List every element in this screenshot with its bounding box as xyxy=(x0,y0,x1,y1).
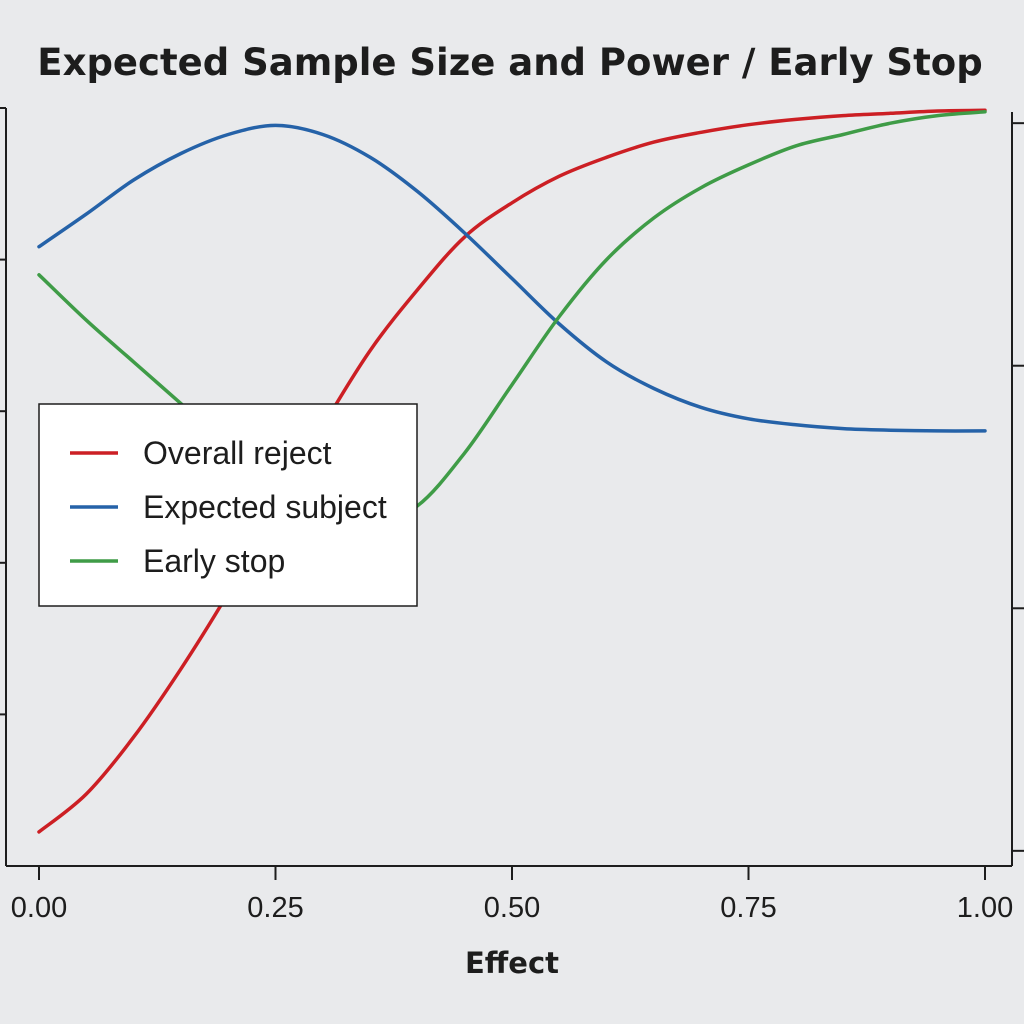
legend-box xyxy=(38,403,418,607)
x-axis-label: Effect xyxy=(465,946,559,980)
legend-label-overall-reject: Overall reject xyxy=(143,435,332,471)
right-y-ticks xyxy=(1012,122,1024,852)
chart-title: Expected Sample Size and Power / Early S… xyxy=(37,41,982,84)
x-tick-label: 1.00 xyxy=(957,892,1013,924)
x-tick-label: 0.25 xyxy=(247,892,303,924)
x-tick-label: 0.00 xyxy=(11,892,67,924)
left-y-ticks xyxy=(0,107,6,716)
x-ticks: 0.00 0.25 0.50 0.75 1.00 xyxy=(11,866,1013,924)
legend: Overall reject Expected subject Early stop xyxy=(38,403,418,607)
legend-label-expected-subject: Expected subject xyxy=(143,489,387,525)
legend-label-early-stop: Early stop xyxy=(143,543,285,579)
series-line-expected-subject xyxy=(37,123,987,433)
series-line-overall-reject xyxy=(37,108,987,834)
x-tick-label: 0.75 xyxy=(720,892,776,924)
x-tick-label: 0.50 xyxy=(484,892,540,924)
